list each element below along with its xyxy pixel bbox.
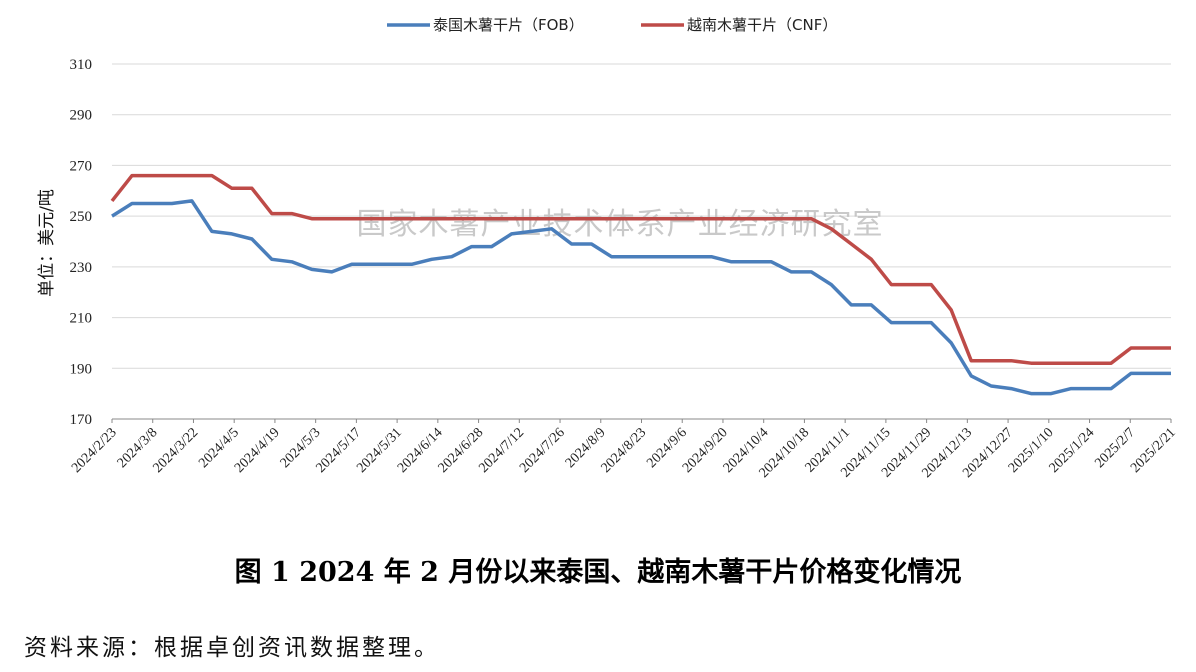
series-line-vietnam xyxy=(110,173,1171,365)
y-tick-label: 190 xyxy=(70,361,93,377)
y-tick-label: 230 xyxy=(70,260,93,276)
x-tick-marks xyxy=(111,419,1172,423)
y-tick-label: 250 xyxy=(70,209,93,225)
legend: 泰国木薯干片（FOB） 越南木薯干片（CNF） xyxy=(387,16,837,34)
x-tick-label: 2024/7/26 xyxy=(517,425,568,476)
source-note: 资料来源：根据卓创资讯数据整理。 xyxy=(24,635,440,661)
figure-caption: 图 1 2024 年 2 月份以来泰国、越南木薯干片价格变化情况 xyxy=(234,557,962,588)
watermark-text: 国家木薯产业技术体系产业经济研究室 xyxy=(357,207,884,242)
y-tick-label: 210 xyxy=(70,311,93,327)
legend-label-vietnam: 越南木薯干片（CNF） xyxy=(687,16,837,34)
x-tick-label: 2025/1/24 xyxy=(1047,425,1098,476)
y-tick-label: 170 xyxy=(70,412,93,428)
x-tick-label: 2024/8/23 xyxy=(599,425,650,476)
y-tick-labels: 170 190 210 230 250 270 290 310 xyxy=(70,57,93,428)
x-tick-labels: 2024/2/232024/3/82024/3/222024/4/52024/4… xyxy=(69,425,1179,481)
y-tick-label: 270 xyxy=(70,158,93,174)
y-axis-label: 单位：美元/吨 xyxy=(37,189,57,297)
x-tick-label: 2024/3/22 xyxy=(151,425,202,476)
y-tick-label: 290 xyxy=(70,108,93,124)
x-tick-label: 2024/4/19 xyxy=(232,425,283,476)
series-line-thailand xyxy=(111,199,1171,396)
x-tick-label: 2024/2/23 xyxy=(69,425,120,476)
legend-label-thailand: 泰国木薯干片（FOB） xyxy=(433,16,584,34)
y-tick-label: 310 xyxy=(70,57,93,73)
gridlines xyxy=(112,63,1171,369)
x-tick-label: 2025/2/21 xyxy=(1128,425,1179,476)
series-lines xyxy=(110,173,1171,396)
